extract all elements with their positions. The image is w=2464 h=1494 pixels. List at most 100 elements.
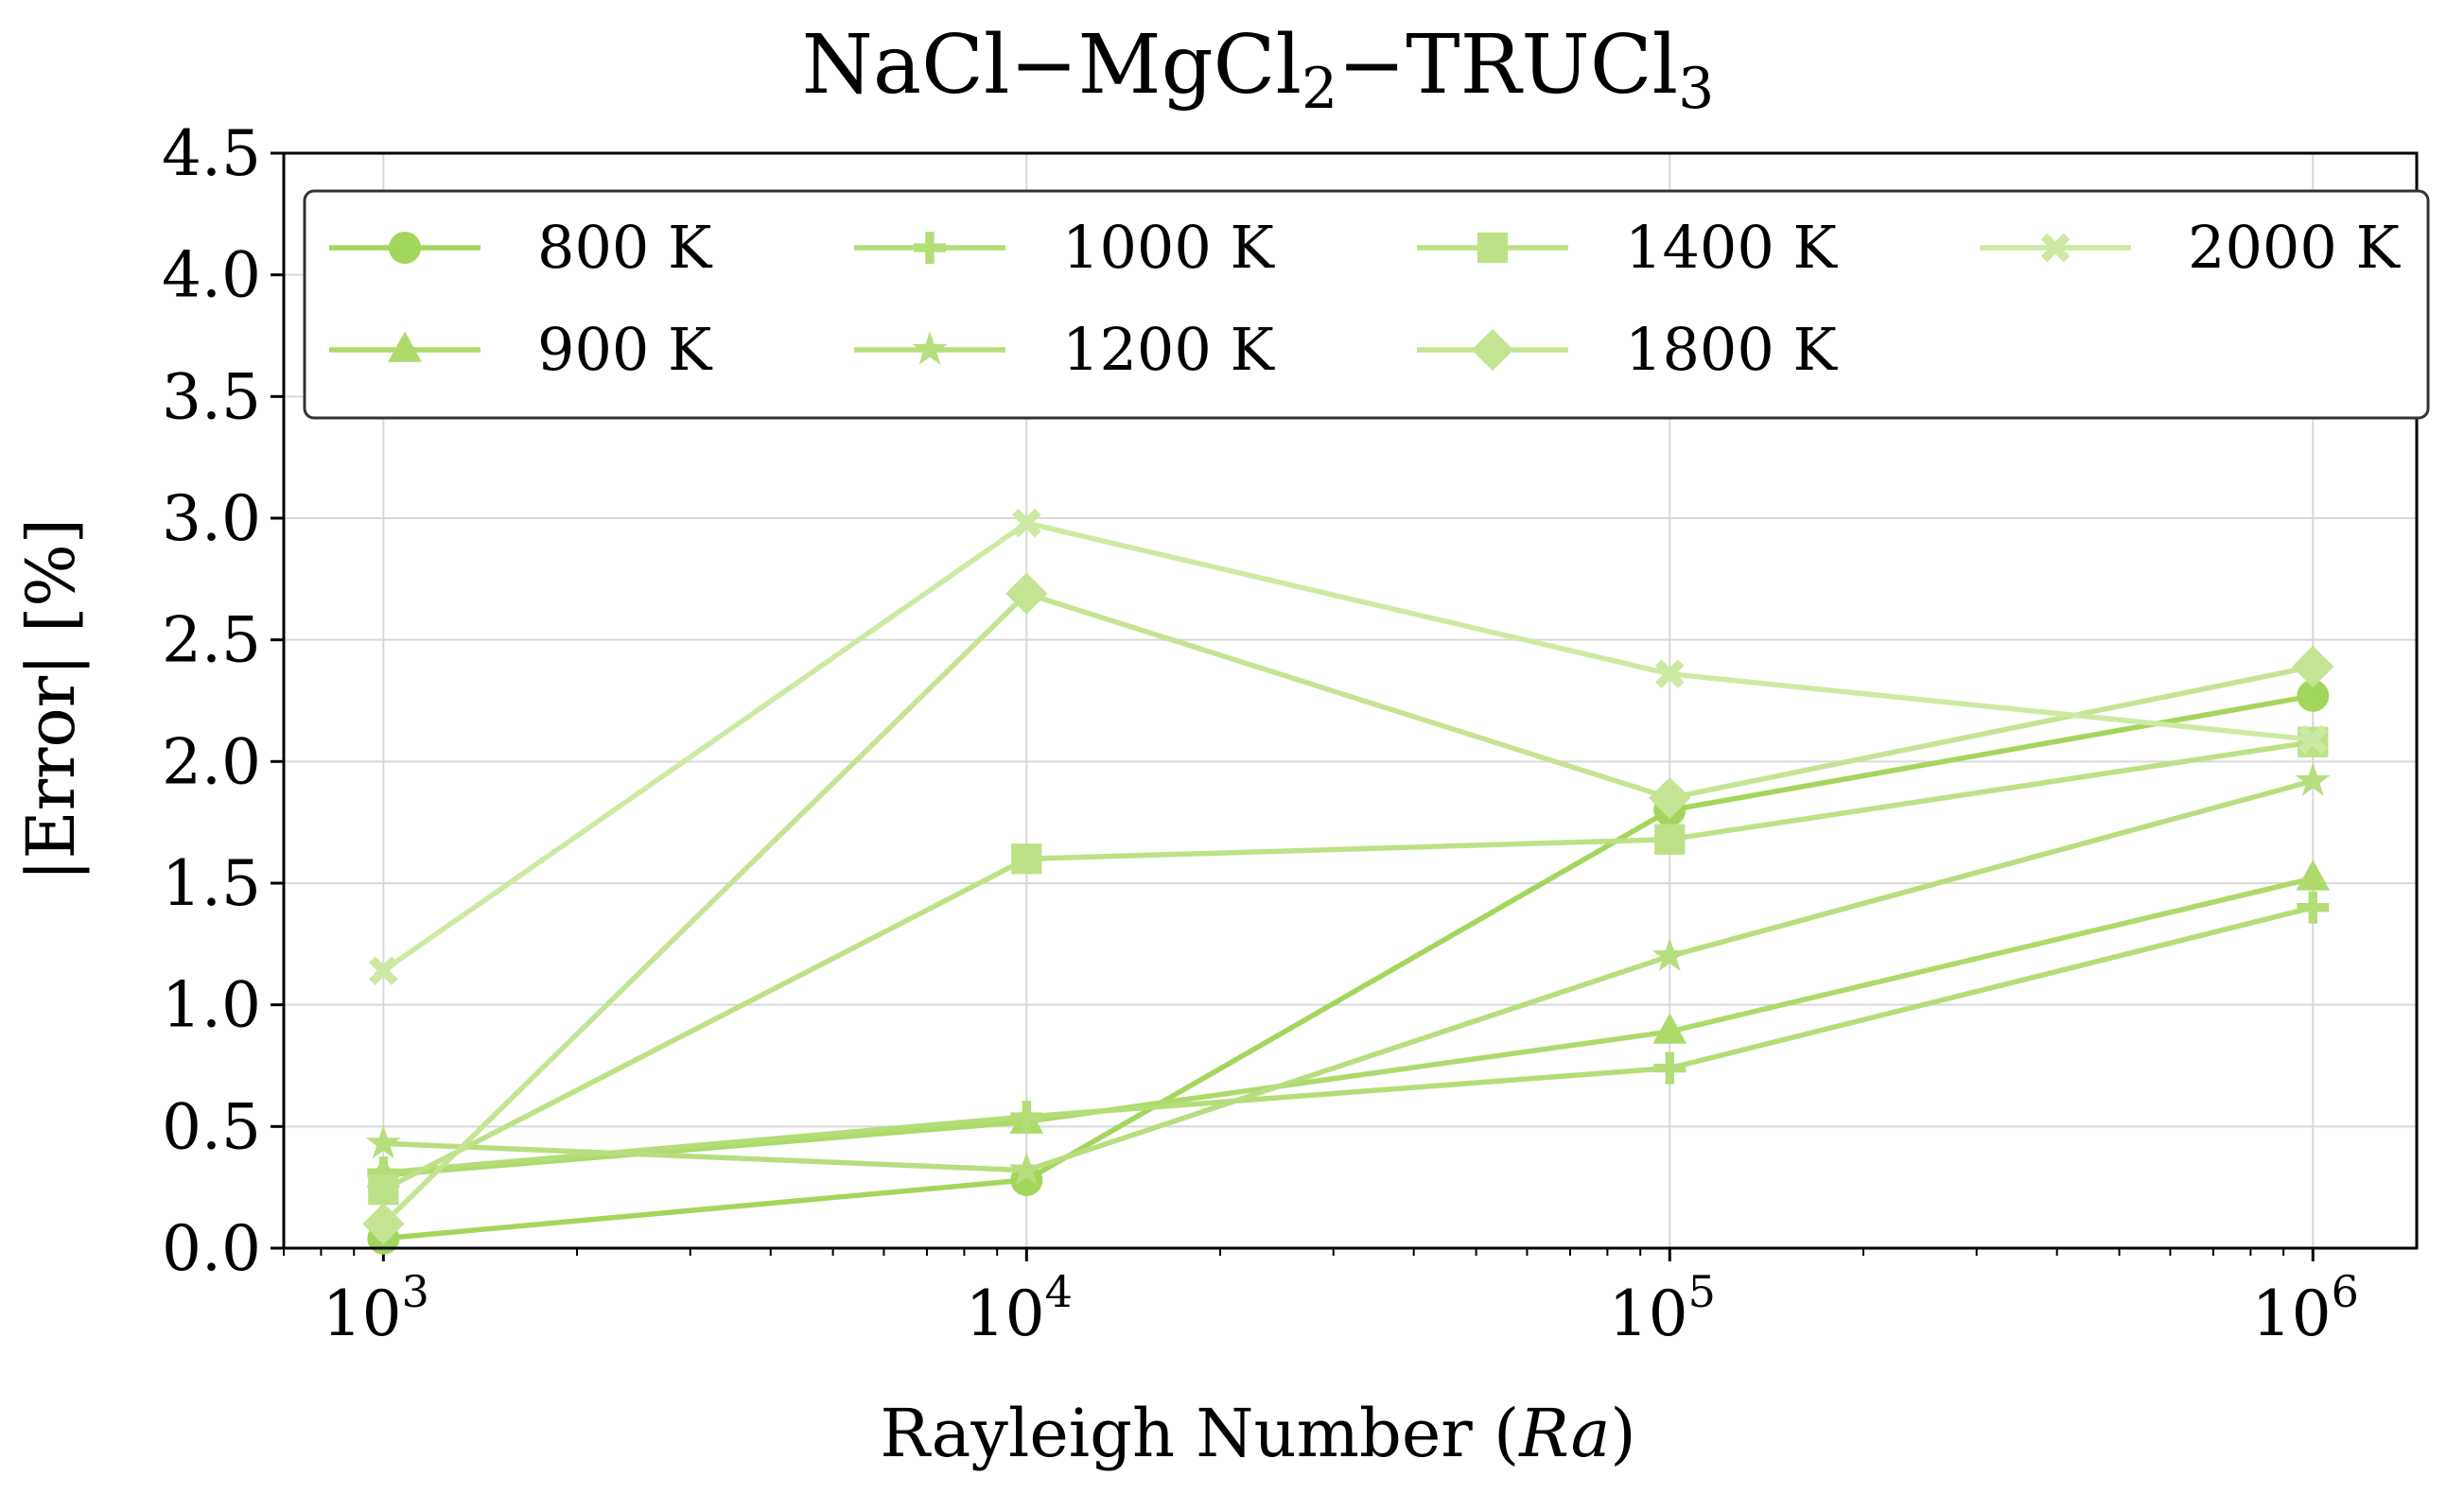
series-line <box>380 778 2316 1173</box>
x-minor-ticks <box>283 1248 2285 1256</box>
marker-plus-v <box>1022 1101 1031 1134</box>
legend-marker <box>389 232 421 264</box>
series-800-k <box>367 679 2330 1255</box>
x-tick-exponent: 4 <box>1045 1266 1073 1317</box>
marker-plus-v <box>2308 891 2317 924</box>
y-tick-label: 2.5 <box>162 604 261 677</box>
series-line <box>380 591 2316 1227</box>
data-point <box>1651 937 1687 971</box>
x-tick-label: 104 <box>966 1266 1073 1350</box>
marker-square <box>1654 824 1686 855</box>
legend-label: 800 K <box>537 213 713 282</box>
marker-plus-v <box>925 232 935 264</box>
x-axis-label: Rayleigh Number (Ra) <box>880 1395 1635 1472</box>
y-tick-label: 2.0 <box>162 725 261 798</box>
marker-circle <box>389 232 421 264</box>
marker-circle <box>2297 679 2330 712</box>
marker-star <box>1008 1152 1044 1186</box>
title-subscript: 2 <box>1302 56 1337 122</box>
data-point <box>1008 1152 1044 1186</box>
legend-marker <box>914 232 946 264</box>
marker-square <box>1011 843 1042 875</box>
series-line <box>380 738 2316 1192</box>
x-axis-label-symbol: Ra <box>1517 1395 1610 1472</box>
data-point <box>2297 891 2330 924</box>
y-axis-ticks: 0.0 0.5 1.0 1.5 2.0 2.5 3.0 3.5 4.0 4.5 <box>162 117 284 1285</box>
marker-x-b <box>1654 659 1685 689</box>
marker-square <box>1477 232 1509 264</box>
data-point <box>1649 776 1691 820</box>
x-axis-label-close: ) <box>1610 1395 1635 1472</box>
legend-marker <box>1471 328 1514 372</box>
legend-label: 1400 K <box>1625 213 1838 282</box>
legend-marker <box>388 331 422 362</box>
legend: 800 K 900 K 1000 K 1200 K 1400 K 1800 K 2000 K <box>303 189 2430 420</box>
data-point <box>1653 1051 1686 1085</box>
legend-label: 900 K <box>537 315 713 384</box>
data-point <box>2295 762 2331 796</box>
series-line <box>380 904 2316 1175</box>
y-tick-label: 4.0 <box>162 239 261 312</box>
legend-item: 1000 K <box>854 213 1275 282</box>
chart-title: NaCl−MgCl2​−TRUCl3​ <box>802 18 1715 122</box>
marker-diamond <box>1649 776 1691 820</box>
legend-marker <box>912 331 948 365</box>
marker-diamond <box>1471 328 1514 372</box>
x-tick-label: 103 <box>323 1266 429 1350</box>
x-tick-label: 105 <box>1609 1266 1716 1350</box>
marker-x-b <box>1011 508 1041 538</box>
marker-triangle <box>388 331 422 362</box>
marker-square <box>368 1174 399 1206</box>
legend-item: 2000 K <box>1980 213 2401 282</box>
marker-x-b <box>369 956 398 985</box>
y-tick-label: 1.5 <box>162 847 261 920</box>
x-tick-base: 10 <box>966 1277 1045 1350</box>
marker-diamond <box>2292 645 2334 688</box>
y-tick-label: 0.5 <box>162 1090 261 1163</box>
marker-plus-v <box>1665 1051 1674 1085</box>
legend-label: 1000 K <box>1062 213 1275 282</box>
marker-triangle <box>1652 1013 1687 1044</box>
y-axis-label: |Error| [%] <box>12 518 90 881</box>
data-point <box>369 956 398 985</box>
marker-x-b <box>2040 233 2071 263</box>
series-line <box>380 520 2316 974</box>
legend-item: 800 K <box>329 213 713 282</box>
x-tick-base: 10 <box>2252 1277 2332 1350</box>
data-point <box>362 1203 405 1245</box>
y-tick-label: 1.0 <box>162 969 261 1042</box>
data-point <box>1010 1101 1043 1134</box>
marker-star <box>1651 937 1687 971</box>
marker-star <box>2295 762 2331 796</box>
data-point <box>1654 659 1685 689</box>
data-point <box>2296 860 2331 891</box>
series-1800-k <box>362 572 2334 1245</box>
legend-item: 1400 K <box>1417 213 1838 282</box>
marker-diamond <box>1005 572 1048 615</box>
series-1400-k <box>368 726 2329 1206</box>
data-point <box>1652 1013 1687 1044</box>
x-axis-ticks: 103 104 105 106 <box>323 1248 2359 1350</box>
series-1200-k <box>365 762 2331 1186</box>
marker-star <box>912 331 948 365</box>
title-part: −MgCl <box>1010 18 1302 113</box>
data-point <box>365 1124 401 1159</box>
data-point <box>2298 724 2328 755</box>
data-point <box>2292 645 2334 688</box>
legend-marker <box>2040 233 2071 263</box>
data-point <box>1011 508 1041 538</box>
legend-item: 1800 K <box>1417 315 1838 384</box>
series-1000-k <box>367 891 2330 1190</box>
title-subscript: 3 <box>1678 56 1714 122</box>
legend-marker <box>1477 232 1509 264</box>
data-point <box>367 1156 400 1190</box>
series-group <box>362 508 2334 1255</box>
title-part: NaCl <box>802 18 1010 113</box>
legend-item: 900 K <box>329 315 713 384</box>
x-tick-exponent: 3 <box>402 1266 429 1317</box>
legend-label: 1200 K <box>1062 315 1275 384</box>
legend-label: 1800 K <box>1625 315 1838 384</box>
series-900-k <box>366 860 2331 1188</box>
data-point <box>1011 843 1042 875</box>
